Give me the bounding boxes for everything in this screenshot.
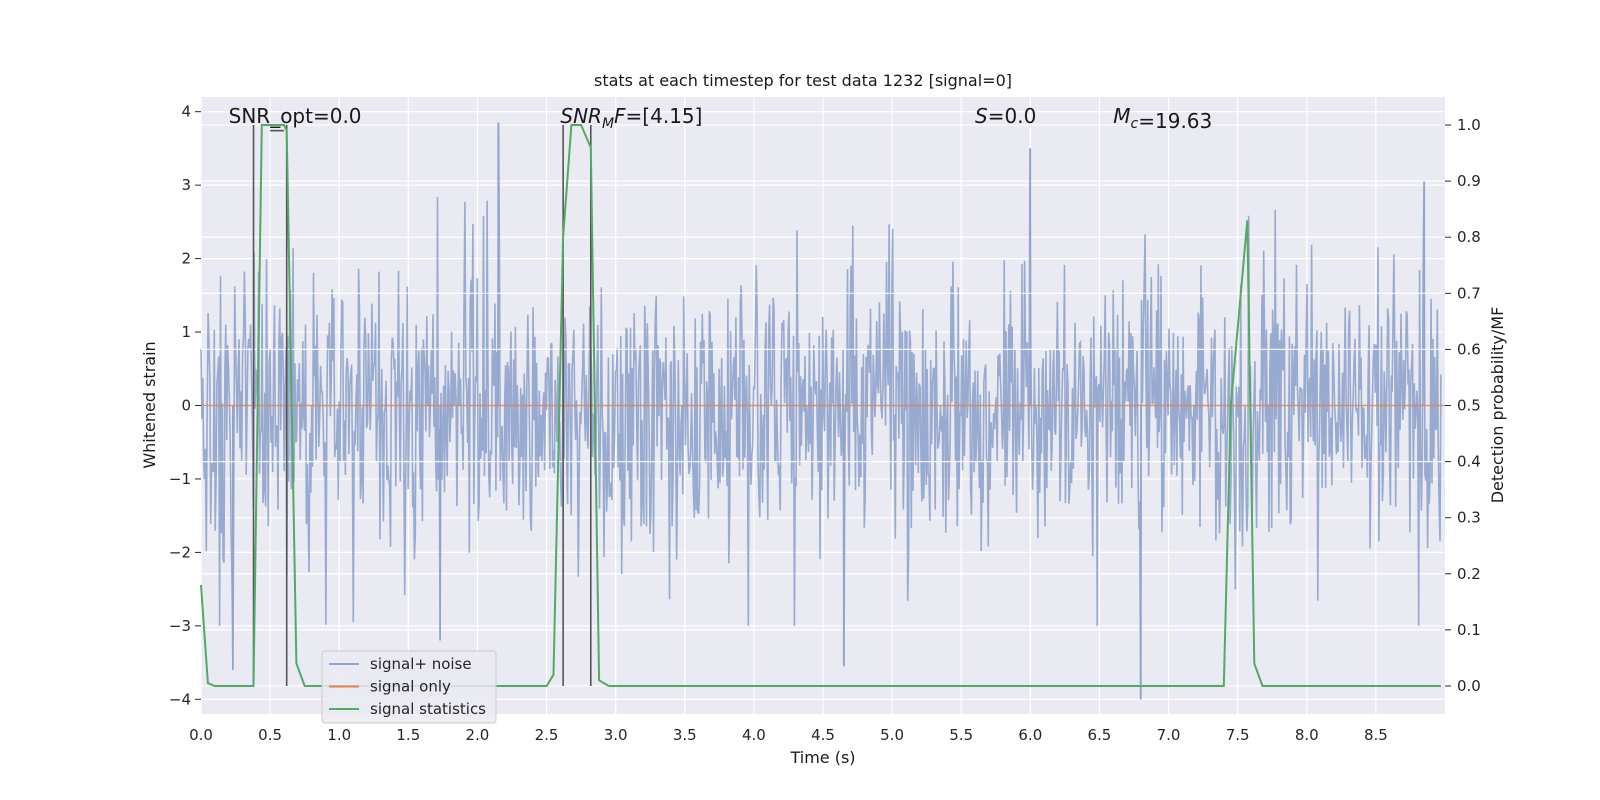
y2-tick-label: 0.4 bbox=[1457, 453, 1481, 471]
y-tick-label: 3 bbox=[181, 176, 191, 194]
x-tick-label: 4.5 bbox=[811, 726, 835, 744]
legend-box bbox=[321, 650, 497, 724]
x-tick-label: 1.0 bbox=[327, 726, 351, 744]
y2-axis-label: Detection probability/MF bbox=[1488, 307, 1507, 504]
x-tick-label: 2.5 bbox=[535, 726, 559, 744]
x-tick-label: 3.5 bbox=[673, 726, 697, 744]
y2-tick-label: 0.3 bbox=[1457, 509, 1481, 527]
axes: 0.0 0.5 1.0 1.5 2.0 2.5 3.0 3.5 4.0 4.5 5.0 5.5 6.0 6… bbox=[169, 103, 1481, 744]
x-axis-label: Time (s) bbox=[789, 748, 855, 767]
x-tick-label: 8.5 bbox=[1364, 726, 1388, 744]
signal-only-series bbox=[201, 292, 1445, 463]
annotation-mc: Mc=19.63 bbox=[1113, 104, 1212, 133]
y2-tick-label: 0.7 bbox=[1457, 284, 1481, 302]
y-tick-label: −4 bbox=[169, 690, 191, 708]
x-tick-label: 0.5 bbox=[258, 726, 282, 744]
y2-tick-label: 1.0 bbox=[1457, 116, 1481, 134]
x-tick-label: 6.0 bbox=[1018, 726, 1042, 744]
y2-tick-label: 0.1 bbox=[1457, 621, 1481, 639]
x-tick-label: 0.0 bbox=[189, 726, 213, 744]
y-tick-label: 2 bbox=[181, 250, 191, 268]
x-tick-label: 1.5 bbox=[396, 726, 420, 744]
chart-title: stats at each timestep for test data 123… bbox=[594, 71, 1012, 90]
legend-label: signal statistics bbox=[370, 700, 486, 718]
x-tick-label: 3.0 bbox=[604, 726, 628, 744]
y-tick-label: −1 bbox=[169, 470, 191, 488]
y2-tick-label: 0.6 bbox=[1457, 340, 1481, 358]
y-tick-label: 0 bbox=[181, 397, 191, 415]
statistics-series bbox=[200, 124, 1441, 687]
x-tick-label: 2.0 bbox=[466, 726, 490, 744]
x-tick-label: 5.0 bbox=[880, 726, 904, 744]
y2-tick-label: 0.9 bbox=[1457, 172, 1481, 190]
statistics-line bbox=[200, 124, 1441, 687]
y-tick-label: −3 bbox=[169, 617, 191, 635]
y2-tick-label: 0.2 bbox=[1457, 565, 1481, 583]
annotation-snr-mf: SNRMF=[4.15] bbox=[560, 104, 702, 132]
y2-tick-label: 0.8 bbox=[1457, 228, 1481, 246]
x-tick-label: 6.5 bbox=[1088, 726, 1112, 744]
y2-tick-label: 0.0 bbox=[1457, 677, 1481, 695]
x-tick-label: 8.0 bbox=[1295, 726, 1319, 744]
annotations: SNR_opt=0.0 SNRMF=[4.15] S=0.0 Mc=19.63 bbox=[229, 104, 1213, 133]
y-tick-label: 1 bbox=[181, 323, 191, 341]
annotation-s: S=0.0 bbox=[975, 104, 1036, 128]
legend: signal+ noise signal only signal statistic… bbox=[321, 650, 497, 724]
vertical-markers bbox=[252, 125, 592, 686]
x-tick-label: 7.5 bbox=[1226, 726, 1250, 744]
y-axis-label: Whitened strain bbox=[140, 341, 159, 468]
annotation-snr-opt: SNR_opt=0.0 bbox=[229, 104, 362, 128]
y-tick-label: 4 bbox=[181, 103, 191, 121]
legend-label: signal only bbox=[370, 678, 451, 696]
x-tick-label: 4.0 bbox=[742, 726, 766, 744]
noise-series bbox=[200, 122, 1442, 700]
noise-trace bbox=[200, 122, 1442, 700]
x-tick-label: 7.0 bbox=[1157, 726, 1181, 744]
y2-tick-label: 0.5 bbox=[1457, 397, 1481, 415]
x-tick-label: 5.5 bbox=[949, 726, 973, 744]
legend-label: signal+ noise bbox=[370, 655, 472, 673]
y-tick-label: −2 bbox=[169, 543, 191, 561]
